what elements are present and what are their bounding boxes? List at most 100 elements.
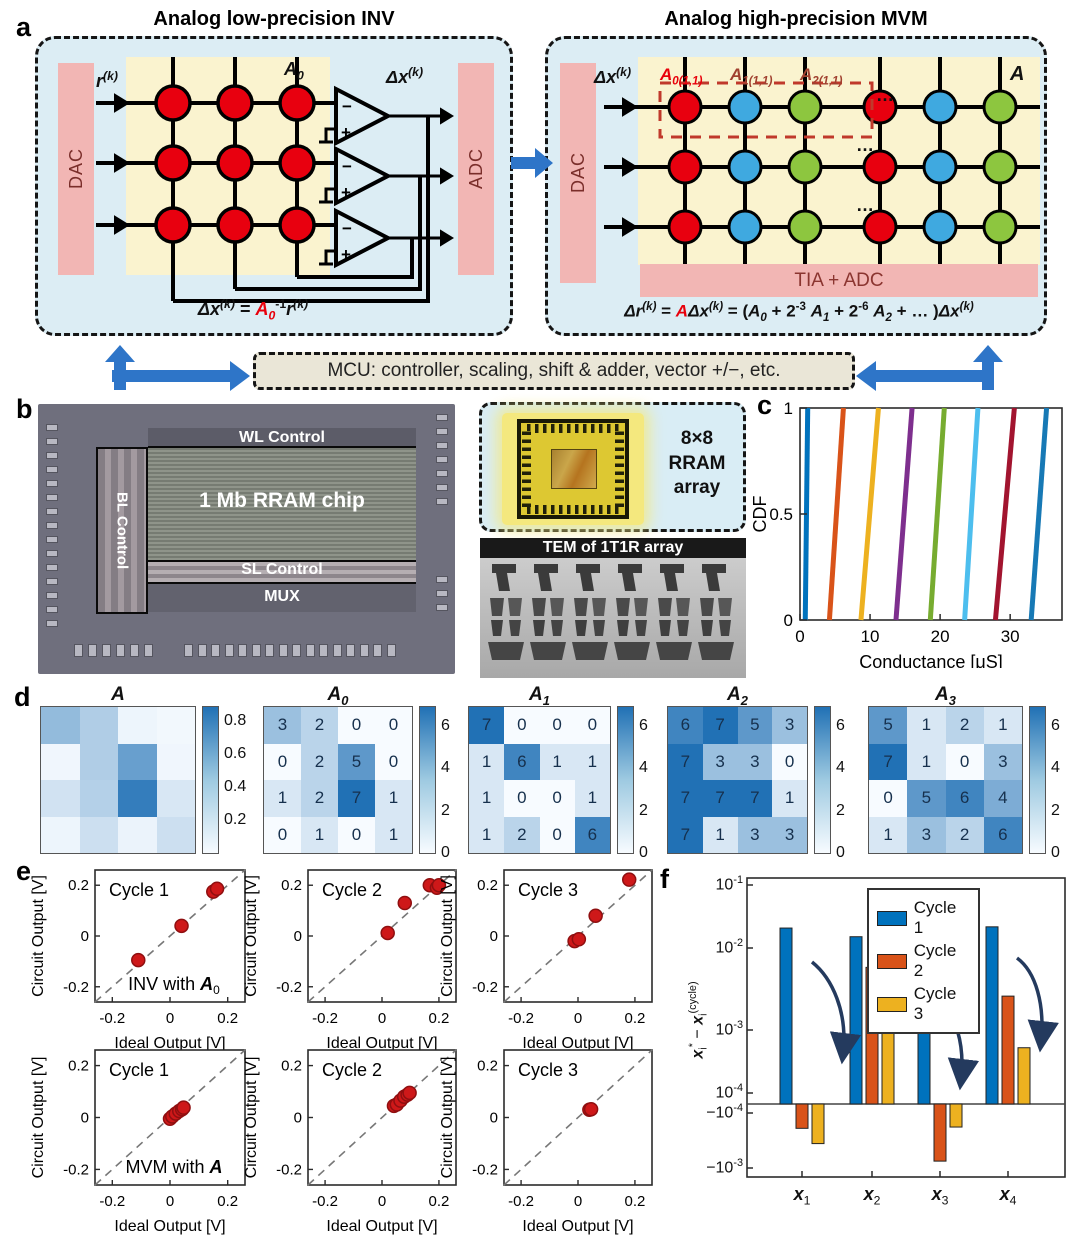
sl-control-bar <box>148 560 416 584</box>
data-point <box>431 877 447 893</box>
scatter-subplot: -0.2 -0.2 0 0 0.2 0.2 Cycle 2 Circuit Output [V… <box>243 869 457 1052</box>
data-point <box>583 1101 599 1117</box>
cycle-label: Cycle 3 <box>518 1060 578 1080</box>
heatmap-cell <box>118 707 157 744</box>
heatmap-cell: 7 <box>469 707 505 744</box>
pad-icon <box>46 494 58 501</box>
heatmap-grid <box>40 706 196 854</box>
svg-text:-0.2: -0.2 <box>472 1161 498 1178</box>
colorbar-tick: 0 <box>836 844 845 861</box>
ytick-label: 10-3 <box>715 1019 743 1039</box>
rram-cell-icon <box>922 149 958 185</box>
heatmap-cell: 5 <box>869 707 908 744</box>
package-photo <box>502 413 644 525</box>
heatmap-cell: 0 <box>264 743 301 780</box>
mvm-formula: Δr(k) = AΔx(k) = (A0 + 2-3 A1 + 2-6 A2 +… <box>624 301 974 325</box>
heatmap-cell: 3 <box>772 816 807 853</box>
bl-control-label: BL Control <box>113 491 131 570</box>
pad-icon <box>46 508 58 515</box>
heatmap-cell: 0 <box>539 780 575 817</box>
xcat-label: x2 <box>863 1184 881 1208</box>
heatmap-cell: 2 <box>945 707 984 744</box>
svg-text:0.2: 0.2 <box>477 877 498 894</box>
scatter-subplot: -0.2 -0.2 0 0 0.2 0.2 Cycle 3 Circuit Output [V… <box>439 869 653 1052</box>
dac-bar: DAC <box>58 63 94 275</box>
rram-cell-icon <box>922 209 958 245</box>
heatmap-cell <box>79 743 118 780</box>
heatmap-cell: 1 <box>907 707 946 744</box>
heatmap-cell: 7 <box>869 743 908 780</box>
flow-arrow-icon <box>112 361 250 391</box>
rram-cell-icon <box>216 144 254 182</box>
a0-cell-label: A0(1,1) <box>660 65 703 88</box>
svg-text:Circuit Output [V]: Circuit Output [V] <box>30 875 47 997</box>
heatmap-cell: 2 <box>504 816 540 853</box>
rram-cell-icon <box>982 89 1018 125</box>
svg-text:0: 0 <box>294 928 302 945</box>
inv-title: Analog low-precision INV <box>153 8 395 30</box>
trend-arrow-icon <box>1015 956 1059 1053</box>
subplot-annotation: INV with A0 <box>128 974 220 997</box>
legend-swatch-icon <box>877 910 907 926</box>
arrowhead-icon <box>440 107 454 125</box>
legend-label: Cycle 1 <box>913 898 957 937</box>
svg-text:Ideal Output [V]: Ideal Output [V] <box>114 1218 225 1235</box>
pad-icon <box>346 644 355 657</box>
rram-array-box: 8×8 RRAM array <box>479 402 746 532</box>
heatmap-cell: 1 <box>907 743 946 780</box>
colorbar-tick: 4 <box>639 759 648 777</box>
pad-icon <box>46 620 58 627</box>
identity-line <box>503 1049 653 1186</box>
svg-text:Ideal Output [V]: Ideal Output [V] <box>326 1218 437 1235</box>
cdf-curve <box>826 407 846 621</box>
svg-text:-0.2: -0.2 <box>312 1193 338 1210</box>
pad-icon <box>46 606 58 613</box>
heatmap-cell: 6 <box>574 816 610 853</box>
mcu-label: MCU: controller, scaling, shift & adder,… <box>327 360 781 381</box>
panel-b-label: b <box>16 394 33 424</box>
pad-icon <box>436 428 448 435</box>
rram-cell-icon <box>727 89 763 125</box>
heatmap-cell: 6 <box>983 816 1022 853</box>
heatmap-cell: 2 <box>301 707 338 744</box>
bar <box>1001 995 1015 1105</box>
colorbar-tick: 0.4 <box>224 778 247 796</box>
rram-cell-icon <box>154 144 192 182</box>
svg-text:0.2: 0.2 <box>217 1010 238 1027</box>
pad-icon <box>436 456 448 463</box>
cdf-curve <box>927 407 947 621</box>
rram-cell-icon <box>787 149 823 185</box>
pad-icon <box>46 536 58 543</box>
colorbar-tick: 6 <box>639 717 648 735</box>
rram-cell-icon <box>278 144 316 182</box>
heatmap-title: A0 <box>327 684 349 708</box>
svg-text:0: 0 <box>490 1110 498 1127</box>
svg-text:0: 0 <box>81 1110 89 1127</box>
heatmap-title: A3 <box>935 684 956 708</box>
svg-text:-0.2: -0.2 <box>63 1161 89 1178</box>
panel-d-label: d <box>14 682 31 712</box>
pad-icon <box>251 644 261 657</box>
heatmap-cell: 3 <box>264 707 301 744</box>
bar <box>949 1103 963 1128</box>
pad-icon <box>46 564 58 571</box>
heatmap-cell: 1 <box>301 816 338 853</box>
heatmap-cell <box>41 780 80 817</box>
data-point <box>174 918 189 934</box>
svg-text:Ideal Output [V]: Ideal Output [V] <box>114 1035 225 1052</box>
heatmap-cell: 0 <box>504 780 540 817</box>
a-matrix-label: A <box>1010 63 1025 85</box>
heatmap-cell: 1 <box>469 743 505 780</box>
rram-cell-icon <box>922 89 958 125</box>
cdf-plot: 0 10 20 30 0 0.5 1 CDF Conductance [μS] <box>750 399 1063 668</box>
heatmap-cell: 1 <box>539 743 575 780</box>
cdf-curve <box>962 407 981 621</box>
scatter-subplot: -0.2 -0.2 0 0 0.2 0.2 Cycle 2 Circuit Output [V… <box>243 1049 457 1235</box>
heatmap-cell: 1 <box>574 780 610 817</box>
colorbar-tick: 6 <box>1051 717 1060 735</box>
bond-fingers-left <box>522 431 531 507</box>
mux-bar <box>148 584 416 612</box>
svg-text:+: + <box>341 245 351 264</box>
